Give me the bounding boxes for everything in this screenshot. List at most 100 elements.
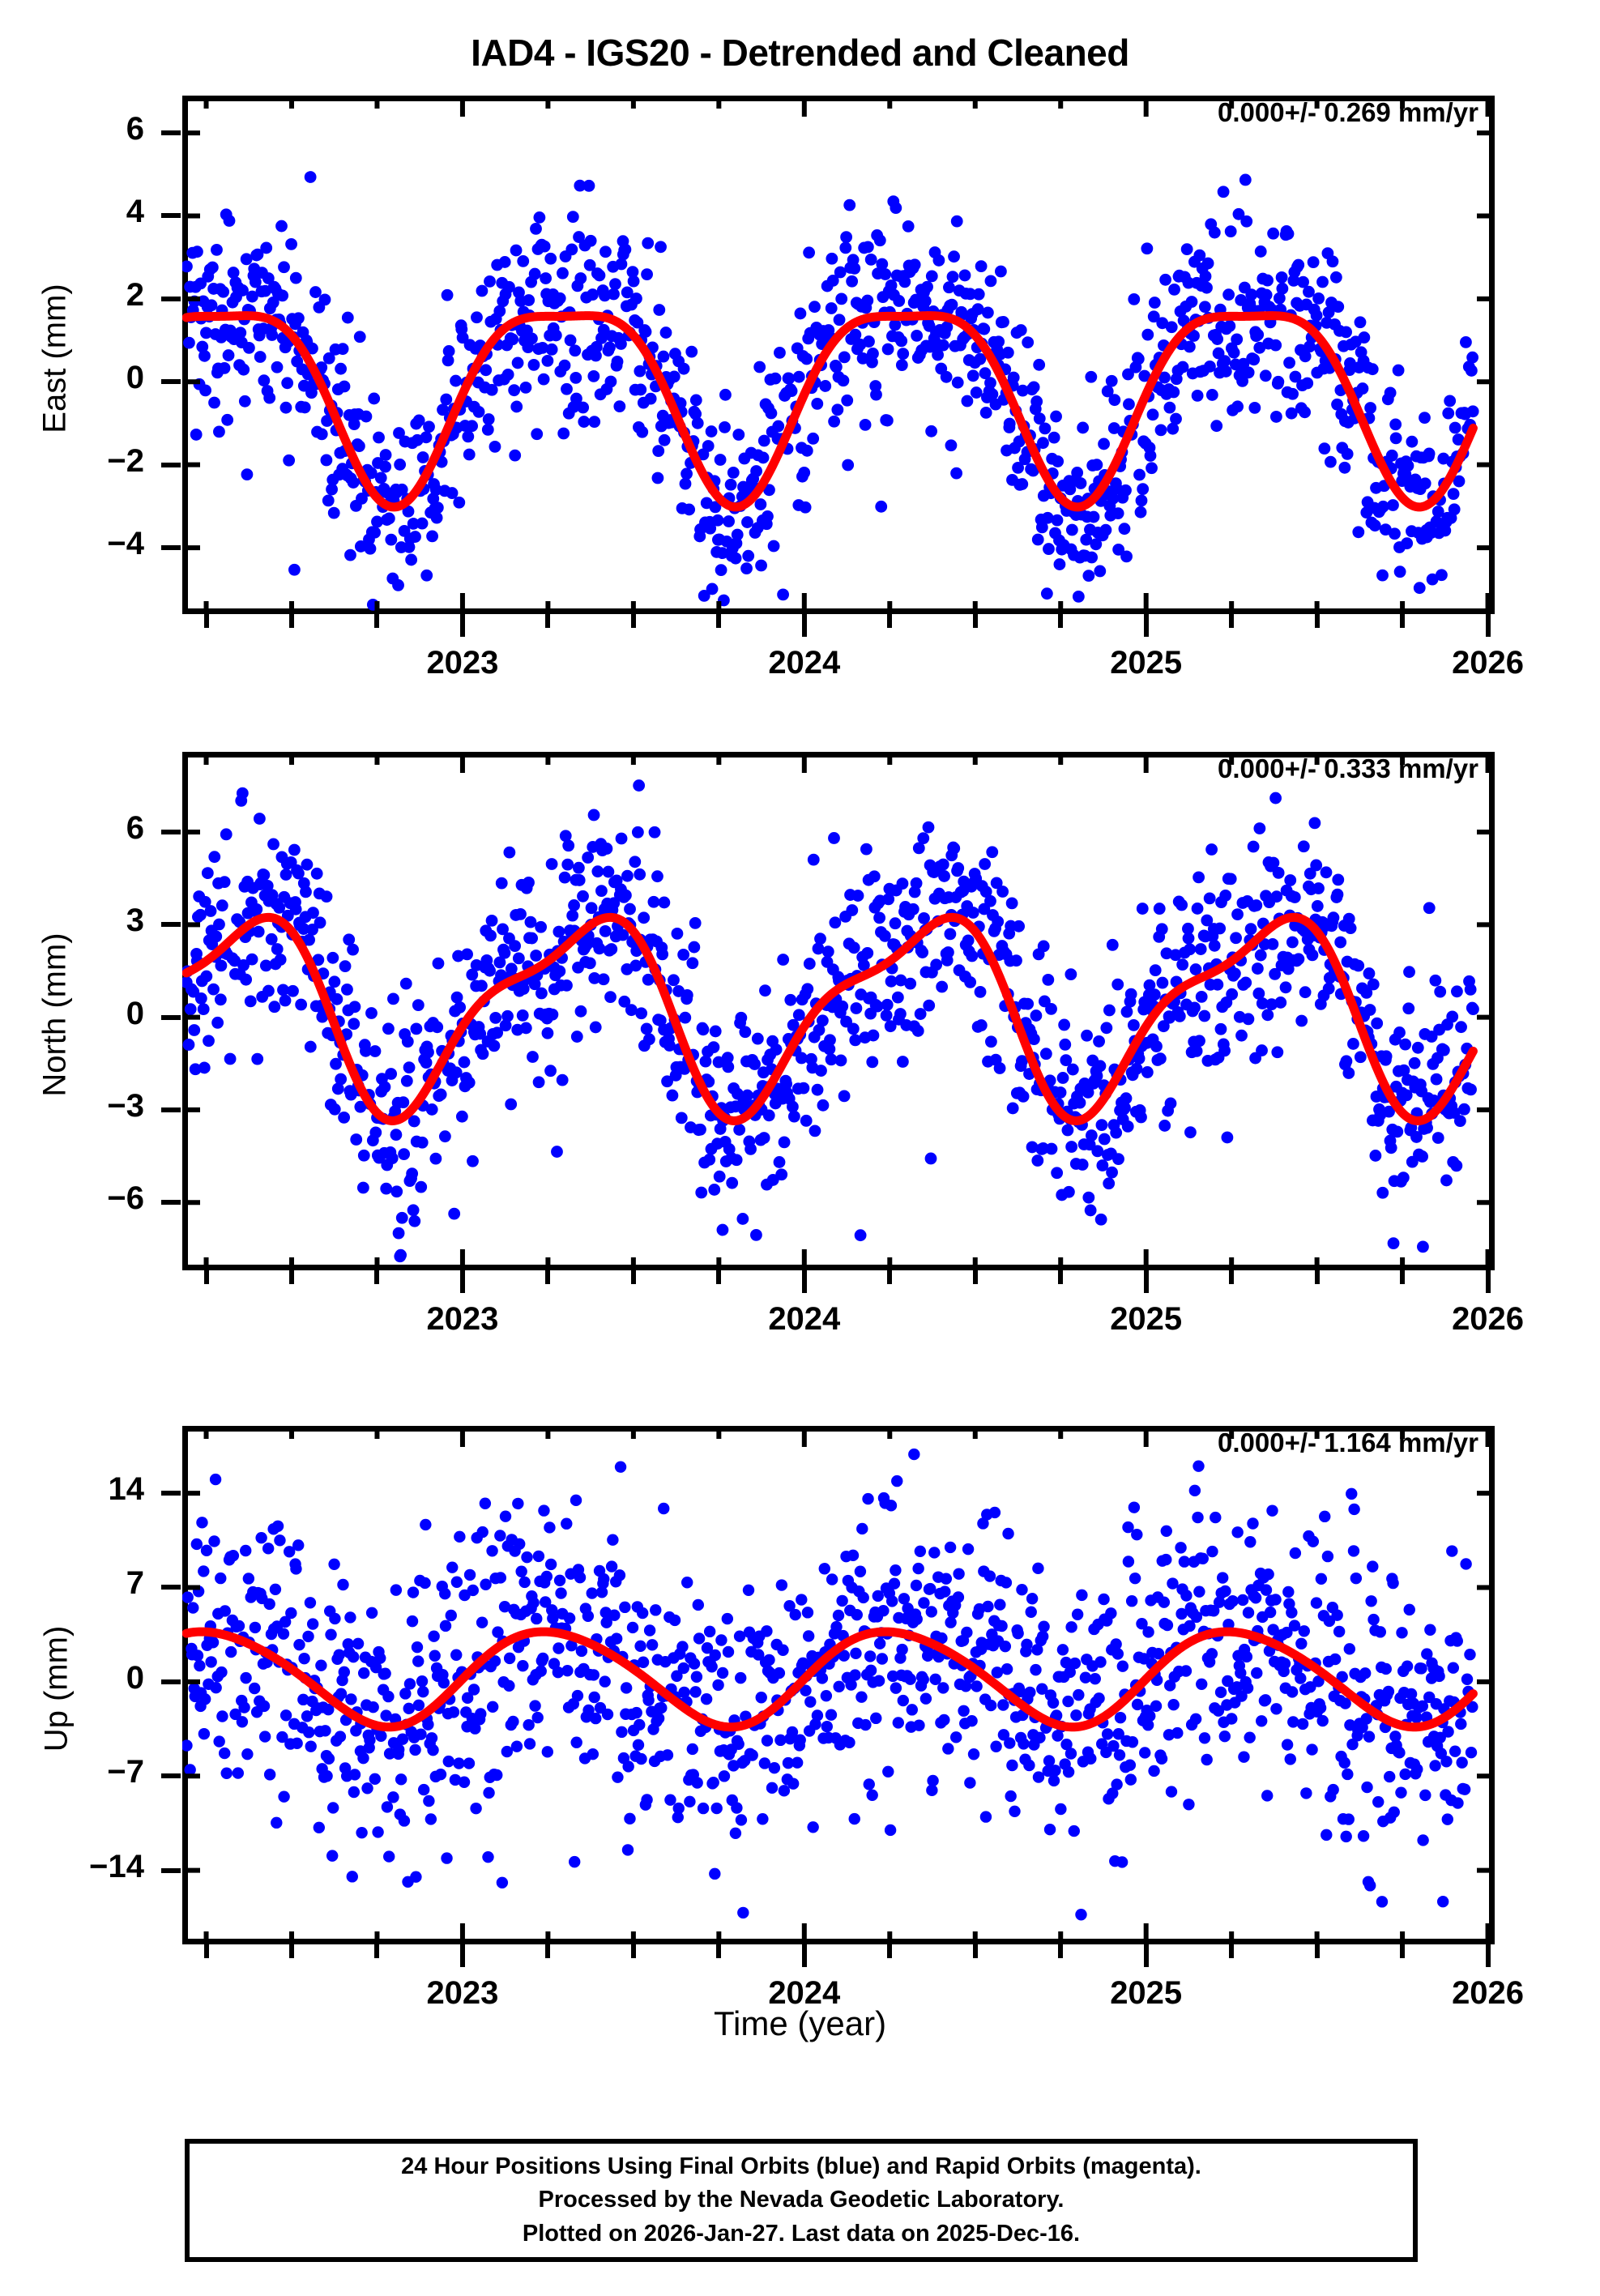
- panel-east-y-tick-label: −2: [107, 442, 144, 479]
- x-tick-mark: [545, 1944, 551, 1958]
- x-tick-mark: [374, 614, 380, 628]
- panel-east-plot-area: [182, 96, 1495, 614]
- panel-east: [182, 96, 1495, 614]
- panel-east-x-tick-label: 2023: [426, 645, 499, 681]
- x-tick-mark: [1314, 1944, 1320, 1958]
- footer-line-3: Plotted on 2026-Jan-27. Last data on 202…: [522, 2220, 1081, 2247]
- panel-up-y-tick-label: −14: [89, 1848, 144, 1884]
- panel-up-y-tick-label: 7: [126, 1565, 144, 1602]
- panel-north-x-tick-label: 2023: [426, 1301, 499, 1337]
- panel-up-y-tick-label: 14: [108, 1471, 145, 1508]
- panel-north-rate-annotation: 0.000+/- 0.333 mm/yr: [1218, 753, 1478, 783]
- x-tick-mark: [1058, 1944, 1064, 1958]
- x-tick-mark: [1485, 1944, 1491, 1967]
- panel-east-y-tick-label: 6: [126, 111, 144, 147]
- y-tick-mark: [161, 1107, 181, 1112]
- panel-north-y-tick-label: 0: [126, 995, 144, 1031]
- x-tick-mark: [545, 1270, 551, 1284]
- panel-north-x-tick-label: 2025: [1110, 1301, 1183, 1337]
- x-tick-mark: [374, 1270, 380, 1284]
- x-tick-mark: [1314, 614, 1320, 628]
- x-tick-mark: [459, 614, 465, 637]
- panel-up-x-tick-label: 2023: [426, 1975, 499, 2011]
- panel-north-y-tick-label: −3: [107, 1087, 144, 1124]
- x-tick-mark: [1400, 1270, 1406, 1284]
- x-tick-mark: [1400, 1944, 1406, 1958]
- panel-north-y-tick-label: −6: [107, 1180, 144, 1217]
- panel-north-x-tick-label: 2026: [1452, 1301, 1525, 1337]
- panel-up-x-tick-label: 2026: [1452, 1975, 1525, 2011]
- panel-up-x-tick-label: 2024: [768, 1975, 841, 2011]
- panel-north: [182, 752, 1495, 1270]
- x-tick-mark: [801, 1270, 807, 1293]
- x-tick-mark: [374, 1944, 380, 1958]
- x-tick-mark: [1058, 1270, 1064, 1284]
- page-title: IAD4 - IGS20 - Detrended and Cleaned: [471, 32, 1129, 74]
- panel-north-y-tick-label: 3: [126, 903, 144, 939]
- x-tick-mark: [1485, 1270, 1491, 1293]
- y-tick-mark: [161, 1014, 181, 1020]
- x-tick-mark: [203, 1944, 209, 1958]
- panel-north-x-tick-label: 2024: [768, 1301, 841, 1337]
- x-tick-mark: [1229, 1270, 1235, 1284]
- x-tick-mark: [801, 614, 807, 637]
- x-tick-mark: [716, 1270, 722, 1284]
- x-tick-mark: [289, 1270, 294, 1284]
- x-tick-mark: [203, 614, 209, 628]
- x-tick-mark: [887, 614, 893, 628]
- panel-east-x-tick-label: 2025: [1110, 645, 1183, 681]
- panel-up-y-tick-label: −7: [107, 1754, 144, 1790]
- x-tick-mark: [1229, 614, 1235, 628]
- x-tick-mark: [1143, 1270, 1149, 1293]
- panel-east-rate-annotation: 0.000+/- 0.269 mm/yr: [1218, 97, 1478, 127]
- x-tick-mark: [630, 1944, 636, 1958]
- y-tick-mark: [161, 545, 181, 551]
- x-tick-mark: [630, 614, 636, 628]
- x-tick-mark: [1058, 614, 1064, 628]
- footer-line-1: 24 Hour Positions Using Final Orbits (bl…: [401, 2153, 1201, 2180]
- panel-east-y-tick-label: 2: [126, 276, 144, 313]
- x-tick-mark: [630, 1270, 636, 1284]
- footer-line-2: Processed by the Nevada Geodetic Laborat…: [538, 2187, 1065, 2213]
- x-tick-mark: [716, 614, 722, 628]
- x-tick-mark: [801, 1944, 807, 1967]
- panel-east-y-tick-label: −4: [107, 526, 144, 562]
- panel-up: [182, 1426, 1495, 1944]
- y-tick-mark: [161, 1679, 181, 1684]
- y-tick-mark: [161, 922, 181, 928]
- y-tick-mark: [161, 130, 181, 136]
- y-tick-mark: [161, 1867, 181, 1873]
- x-tick-mark: [972, 1270, 978, 1284]
- panel-north-y-tick-label: 6: [126, 810, 144, 847]
- x-tick-mark: [1229, 1944, 1235, 1958]
- x-tick-mark: [1314, 1270, 1320, 1284]
- panel-east-y-tick-label: 4: [126, 194, 144, 230]
- panel-east-x-tick-label: 2024: [768, 645, 841, 681]
- x-tick-mark: [1143, 1944, 1149, 1967]
- x-tick-mark: [716, 1944, 722, 1958]
- x-tick-mark: [887, 1944, 893, 1958]
- y-tick-mark: [161, 462, 181, 467]
- panel-east-y-tick-label: 0: [126, 360, 144, 396]
- x-tick-mark: [1485, 614, 1491, 637]
- panel-up-plot-area: [182, 1426, 1495, 1944]
- y-tick-mark: [161, 213, 181, 219]
- panel-up-rate-annotation: 0.000+/- 1.164 mm/yr: [1218, 1428, 1478, 1457]
- y-tick-mark: [161, 830, 181, 835]
- y-tick-mark: [161, 379, 181, 385]
- x-tick-mark: [289, 1944, 294, 1958]
- x-tick-mark: [887, 1270, 893, 1284]
- x-tick-mark: [545, 614, 551, 628]
- x-tick-mark: [289, 614, 294, 628]
- x-tick-mark: [459, 1944, 465, 1967]
- y-tick-mark: [161, 1773, 181, 1779]
- panel-north-plot-area: [182, 752, 1495, 1270]
- x-tick-mark: [1400, 614, 1406, 628]
- panel-up-x-tick-label: 2025: [1110, 1975, 1183, 2011]
- x-tick-mark: [1143, 614, 1149, 637]
- footer-caption-box: 24 Hour Positions Using Final Orbits (bl…: [185, 2139, 1418, 2262]
- y-tick-mark: [161, 1585, 181, 1590]
- y-tick-mark: [161, 1200, 181, 1206]
- panel-east-x-tick-label: 2026: [1452, 645, 1525, 681]
